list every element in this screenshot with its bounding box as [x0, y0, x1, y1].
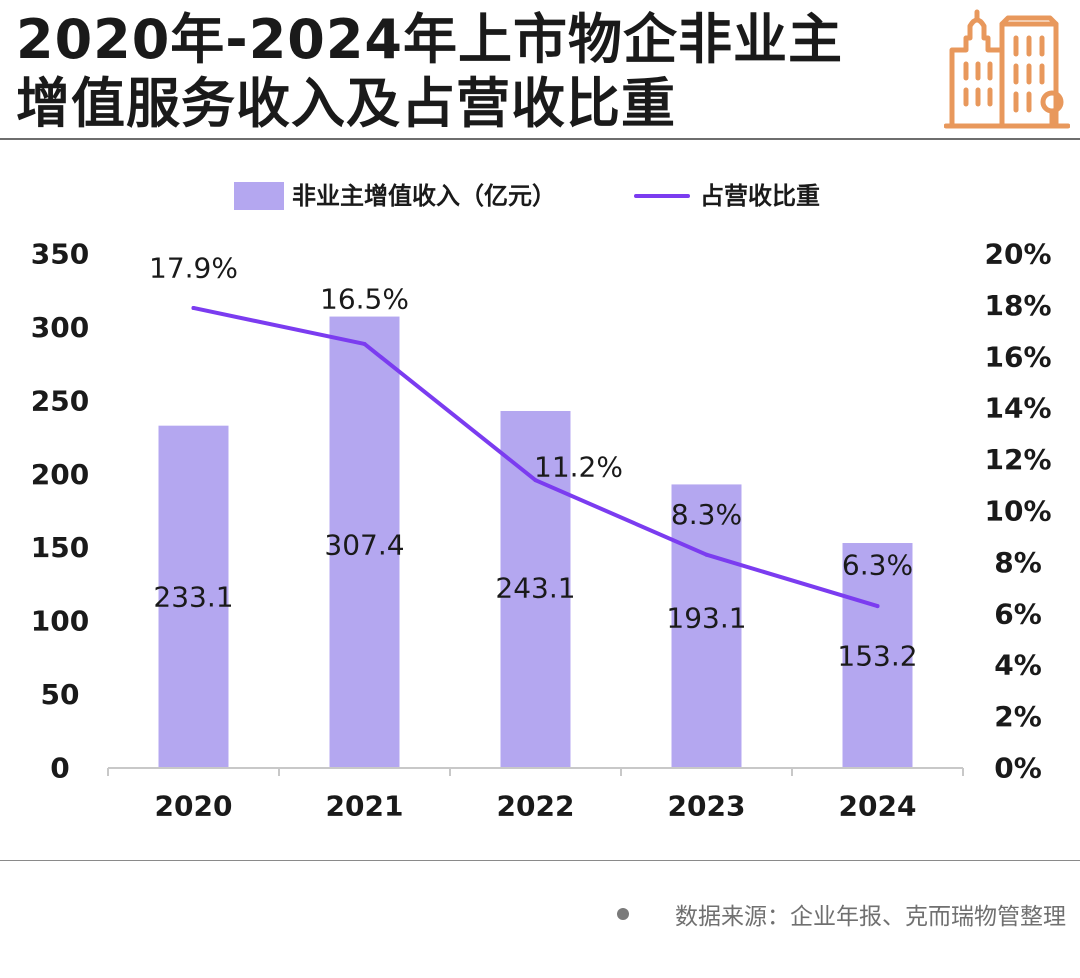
left-axis-tick-label: 300	[31, 311, 89, 344]
x-tick-label-2022: 2022	[497, 790, 575, 823]
left-axis-tick-label: 150	[31, 531, 89, 564]
bar-2023	[671, 484, 742, 768]
right-axis-tick-label: 6%	[994, 597, 1042, 630]
footer-divider	[0, 860, 1080, 861]
combo-chart: 非业主增值收入（亿元） 占营收比重 2020 2021 2022 2023 2024 0 50 1…	[31, 182, 1052, 823]
line-point-2023	[704, 552, 709, 557]
left-axis-tick-label: 100	[31, 605, 89, 638]
right-axis-tick-label: 2%	[994, 700, 1042, 733]
right-axis-tick-label: 8%	[994, 546, 1042, 579]
line-data-label-2020: 17.9%	[149, 251, 238, 284]
chart-title-line-2: 增值服务收入及占营收比重	[16, 72, 676, 135]
x-tick-label-2021: 2021	[326, 790, 404, 823]
right-axis-tick-label: 16%	[984, 340, 1051, 373]
left-axis-tick-label: 200	[31, 458, 89, 491]
bar-data-label-2023: 193.1	[666, 602, 746, 635]
line-point-2021	[362, 341, 367, 346]
left-axis-tick-label: 350	[31, 238, 89, 271]
bar-data-label-2022: 243.1	[495, 572, 575, 605]
bar-2020	[158, 425, 229, 768]
chart-title-line-1: 2020年-2024年上市物企非业主	[16, 8, 843, 71]
x-tick-label-2020: 2020	[155, 790, 233, 823]
x-tick-label-2023: 2023	[668, 790, 746, 823]
line-data-label-2022: 11.2%	[534, 451, 623, 484]
line-data-label-2023: 8.3%	[671, 498, 742, 531]
line-data-label-2021: 16.5%	[320, 282, 409, 315]
right-axis-tick-label: 10%	[984, 495, 1051, 528]
right-axis-tick-label: 4%	[994, 649, 1042, 682]
bar-2024	[842, 543, 913, 768]
bar-data-label-2021: 307.4	[324, 529, 404, 562]
left-axis-tick-label: 0	[50, 752, 69, 785]
header-divider	[0, 138, 1080, 140]
left-axis-tick-label: 50	[41, 678, 80, 711]
source-note: 数据来源：企业年报、克而瑞物管整理	[617, 897, 1066, 931]
line-point-2020	[191, 305, 196, 310]
legend-swatch-bar	[234, 182, 284, 210]
right-axis-tick-label: 14%	[984, 392, 1051, 425]
x-tick-label-2024: 2024	[839, 790, 917, 823]
bar-data-label-2024: 153.2	[837, 640, 917, 673]
left-axis-tick-label: 250	[31, 384, 89, 417]
right-axis-tick-label: 18%	[984, 289, 1051, 322]
legend-label-bar: 非业主增值收入（亿元）	[292, 182, 556, 210]
line-data-label-2024: 6.3%	[842, 549, 913, 582]
bar-2021	[329, 316, 400, 768]
chart-title: 2020年-2024年上市物企非业主 增值服务收入及占营收比重	[16, 8, 936, 136]
line-point-2022	[533, 478, 538, 483]
bar-2022	[500, 410, 571, 768]
bullet-dot-icon	[617, 908, 629, 920]
building-icon	[944, 9, 1070, 129]
right-axis-tick-label: 20%	[984, 238, 1051, 271]
legend-label-line: 占营收比重	[700, 182, 820, 210]
source-text: 数据来源：企业年报、克而瑞物管整理	[675, 904, 1066, 930]
right-axis-tick-label: 12%	[984, 443, 1051, 476]
bar-data-label-2020: 233.1	[153, 581, 233, 614]
right-axis-tick-label: 0%	[994, 752, 1042, 785]
line-point-2024	[875, 604, 880, 609]
